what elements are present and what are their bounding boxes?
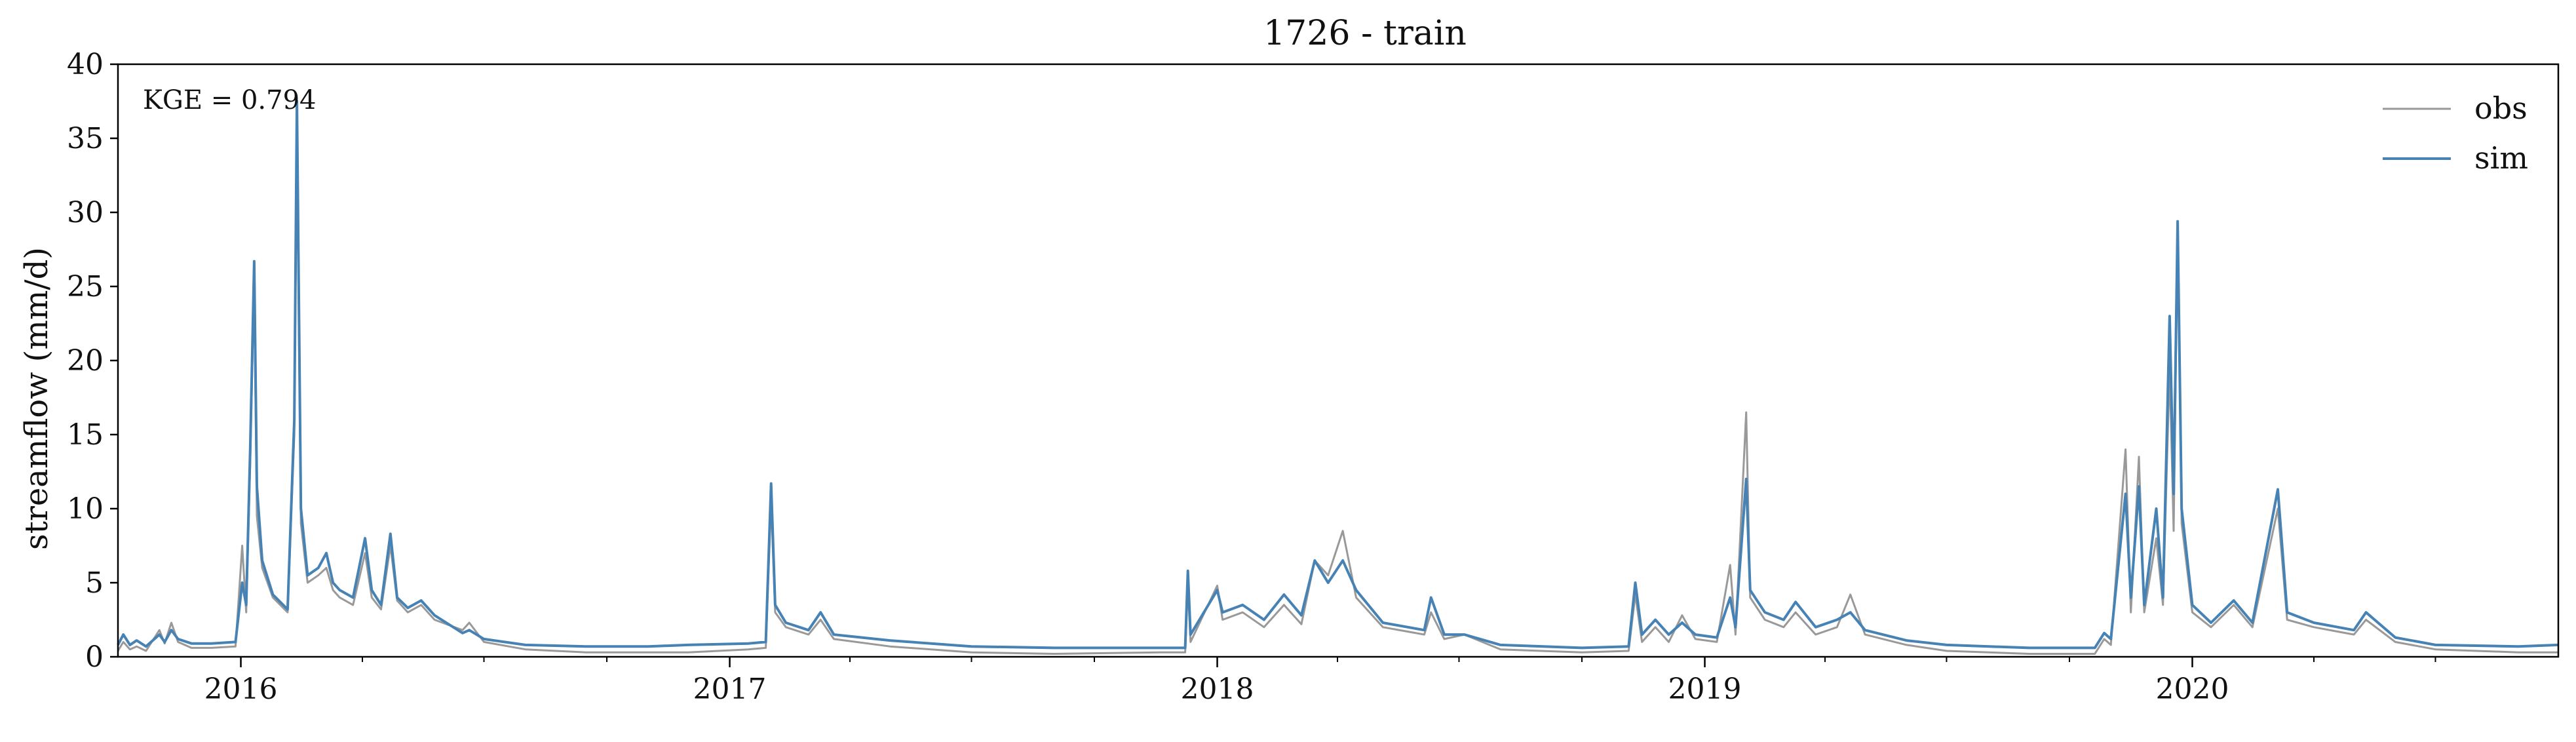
y-axis-ticks: 0 5 10 15 20 25 30 35 40 [67, 48, 118, 674]
x-axis-ticks: 2016 2017 2018 2019 2020 [204, 657, 2436, 706]
series-line-obs [117, 130, 2558, 655]
y-tick-label: 25 [67, 270, 104, 303]
y-tick-label: 5 [85, 566, 104, 600]
legend-label-sim: sim [2474, 140, 2528, 176]
y-tick-label: 30 [67, 196, 104, 229]
x-tick-label: 2020 [2156, 673, 2229, 706]
x-tick-label: 2016 [204, 673, 278, 706]
legend: obs sim [2383, 90, 2528, 176]
series-line-sim [117, 100, 2559, 650]
x-tick-label: 2019 [1668, 673, 1742, 706]
legend-label-obs: obs [2474, 90, 2528, 126]
y-tick-label: 35 [67, 122, 104, 155]
y-axis-label: streamflow (mm/d) [18, 247, 55, 550]
y-tick-label: 20 [67, 344, 104, 378]
chart-title: 1726 - train [1263, 14, 1467, 53]
x-tick-label: 2017 [693, 673, 767, 706]
plot-frame [117, 63, 2560, 658]
y-tick-label: 0 [85, 640, 104, 674]
y-tick-label: 10 [67, 492, 104, 526]
x-tick-label: 2018 [1181, 673, 1254, 706]
y-tick-label: 15 [67, 418, 104, 452]
kge-annotation: KGE = 0.794 [143, 85, 317, 115]
plot-area [117, 100, 2559, 655]
y-tick-label: 40 [67, 48, 104, 81]
